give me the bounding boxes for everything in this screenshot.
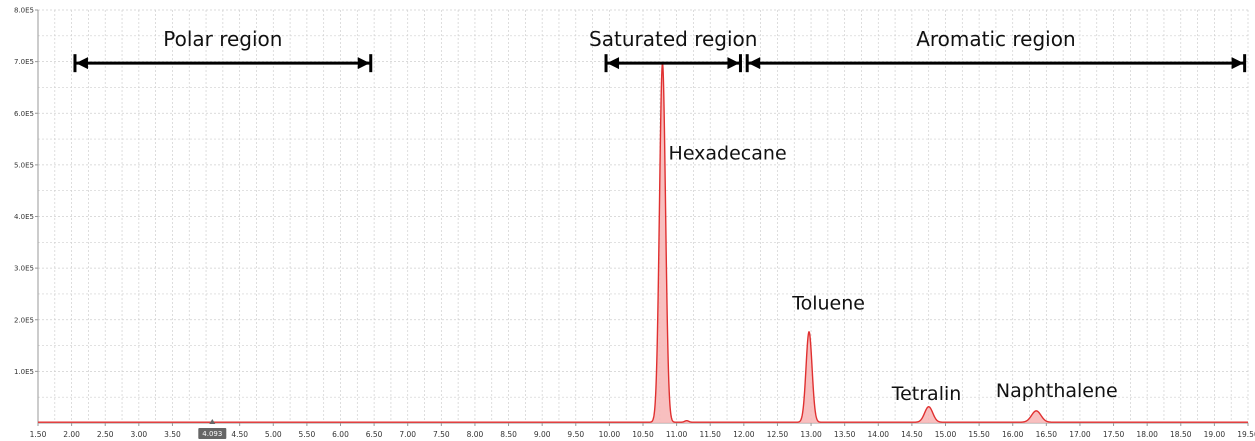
cursor-label-box [198, 428, 227, 439]
retention-time-cursor[interactable]: 4.093 [198, 419, 227, 439]
region-label: Aromatic region [916, 27, 1075, 51]
x-tick-label: 16.50 [1036, 430, 1058, 439]
x-tick-label: 14.50 [901, 430, 923, 439]
x-tick-label: 16.00 [1002, 430, 1024, 439]
x-tick-label: 14.00 [868, 430, 890, 439]
y-tick-label: 2.0E5 [14, 316, 34, 324]
region-bracket-saturated: Saturated region [589, 27, 757, 73]
peak-label-toluene: Toluene [791, 292, 865, 314]
peak-label-hexadecane: Hexadecane [669, 143, 787, 165]
arrowhead-right [727, 57, 740, 70]
x-tick-label: 10.00 [599, 430, 621, 439]
cursor-marker[interactable]: 4.093 [198, 419, 227, 439]
x-tick-label: 11.50 [699, 430, 721, 439]
trace-line [38, 61, 1248, 423]
region-bracket-aromatic: Aromatic region [745, 27, 1247, 73]
peak-label-tetralin: Tetralin [891, 383, 962, 405]
arrowhead-right [357, 57, 370, 70]
arrowhead-left [75, 57, 88, 70]
region-brackets: Polar region Saturated region Aromatic reg… [73, 27, 1247, 73]
arrowhead-left [748, 57, 761, 70]
x-tick-label: 12.50 [767, 430, 789, 439]
x-tick-label: 5.00 [265, 430, 282, 439]
x-tick-label: 12.00 [733, 430, 755, 439]
y-tick-label: 1.0E5 [14, 368, 34, 376]
x-tick-label: 15.50 [968, 430, 990, 439]
x-tick-label: 3.50 [164, 430, 181, 439]
cursor-pointer-icon [209, 419, 216, 424]
y-tick-label: 3.0E5 [14, 265, 34, 273]
x-tick-label: 19.50 [1237, 430, 1255, 439]
x-tick-label: 11.00 [666, 430, 688, 439]
x-tick-label: 9.00 [534, 430, 551, 439]
x-tick-label: 19.00 [1204, 430, 1226, 439]
y-tick-label: 8.0E5 [14, 7, 34, 15]
x-tick-label: 17.50 [1103, 430, 1125, 439]
y-tick-label: 6.0E5 [14, 110, 34, 118]
y-tick-label: 5.0E5 [14, 161, 34, 169]
x-tick-label: 7.00 [399, 430, 416, 439]
x-tick-label: 15.00 [935, 430, 957, 439]
y-tick-label: 7.0E5 [14, 58, 34, 66]
peak-annotations: Hexadecane Toluene Tetralin Naphthalene [669, 143, 1118, 405]
x-tick-label: 17.00 [1069, 430, 1091, 439]
x-tick-label: 1.50 [30, 430, 47, 439]
x-tick-label: 6.50 [366, 430, 383, 439]
x-tick-label: 8.00 [467, 430, 484, 439]
x-tick-label: 7.50 [433, 430, 450, 439]
x-tick-label: 2.00 [63, 430, 80, 439]
region-bracket-polar: Polar region [73, 27, 373, 73]
x-tick-label: 2.50 [97, 430, 114, 439]
arrowhead-right [1231, 57, 1244, 70]
x-tick-label: 13.50 [834, 430, 856, 439]
region-label: Saturated region [589, 27, 757, 51]
x-tick-label: 3.00 [130, 430, 147, 439]
x-tick-label: 9.50 [567, 430, 584, 439]
x-tick-label: 18.00 [1136, 430, 1158, 439]
x-tick-label: 4.50 [231, 430, 248, 439]
x-axis-ticks: 1.50 2.00 2.50 3.00 3.50 4.50 5.00 5.50 6.00 6.50… [30, 423, 1255, 439]
y-tick-label: 4.0E5 [14, 213, 34, 221]
grid-lines [37, 9, 1249, 424]
x-tick-label: 10.50 [632, 430, 654, 439]
cursor-label: 4.093 [202, 430, 222, 438]
chromatogram-trace [38, 61, 1248, 424]
peak-label-naphthalene: Naphthalene [996, 380, 1118, 402]
x-tick-label: 8.50 [500, 430, 517, 439]
x-tick-label: 5.50 [299, 430, 316, 439]
y-axis-ticks: 1.0E5 2.0E5 3.0E5 4.0E5 5.0E5 6.0E5 7.0E5 8.0E5 [14, 7, 38, 376]
x-tick-label: 18.50 [1170, 430, 1192, 439]
region-label: Polar region [163, 27, 282, 51]
x-tick-label: 13.00 [800, 430, 822, 439]
x-tick-label: 6.00 [332, 430, 349, 439]
arrowhead-left [607, 57, 620, 70]
